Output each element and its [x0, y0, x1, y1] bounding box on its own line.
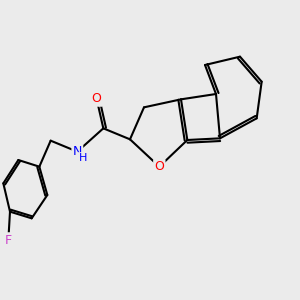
Text: N: N — [73, 145, 82, 158]
Text: O: O — [92, 92, 102, 106]
Text: O: O — [154, 160, 164, 173]
Text: F: F — [5, 233, 12, 247]
Text: H: H — [79, 153, 87, 163]
